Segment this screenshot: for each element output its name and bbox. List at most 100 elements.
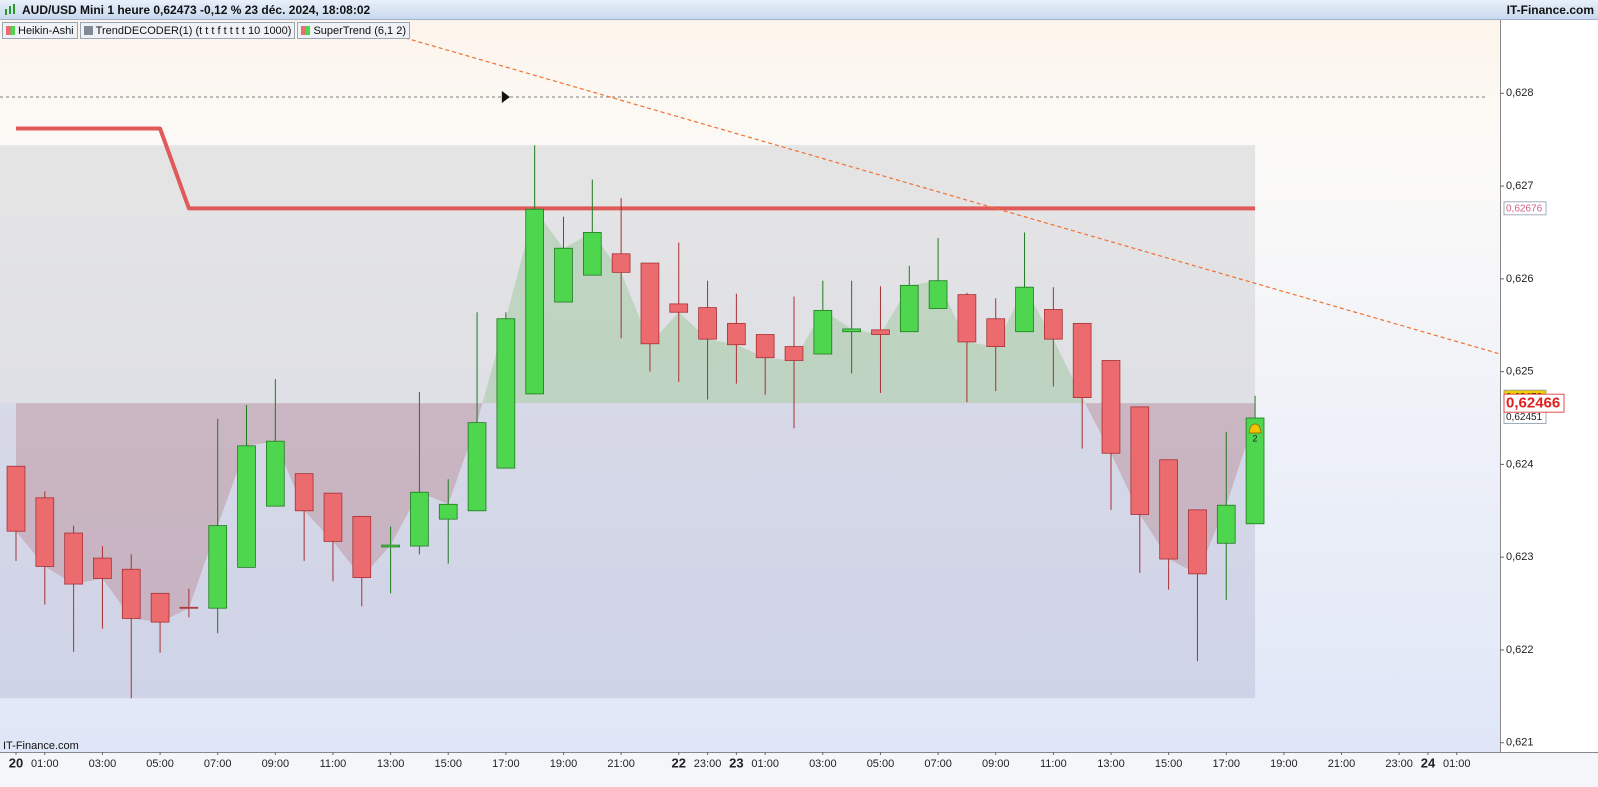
candle-body bbox=[467, 422, 487, 512]
legend-swatch bbox=[6, 26, 15, 35]
x-tick-label: 01:00 bbox=[31, 758, 59, 770]
x-tick-label: 23 bbox=[729, 755, 743, 770]
x-tick-label: 19:00 bbox=[550, 758, 578, 770]
legend-item[interactable]: Heikin-Ashi bbox=[2, 22, 78, 39]
chart-icon bbox=[5, 4, 15, 15]
x-tick-label: 23:00 bbox=[1385, 758, 1413, 770]
x-tick-label: 03:00 bbox=[89, 758, 117, 770]
x-tick-label: 24 bbox=[1421, 755, 1436, 770]
x-tick-label: 13:00 bbox=[1097, 758, 1125, 770]
y-tick-label: 0,625 bbox=[1506, 366, 1534, 378]
y-tick-label: 0,624 bbox=[1506, 458, 1534, 470]
marker-arrow bbox=[501, 91, 510, 104]
x-tick-label: 15:00 bbox=[1155, 758, 1183, 770]
legend-swatch bbox=[83, 26, 93, 35]
supertrend-line bbox=[15, 126, 1256, 211]
candle-body bbox=[1072, 322, 1092, 398]
price-label-box bbox=[1503, 393, 1565, 413]
trend-area-down bbox=[15, 403, 1256, 623]
candle-body bbox=[957, 294, 977, 343]
candle-body bbox=[438, 503, 458, 520]
x-tick-label: 15:00 bbox=[434, 758, 462, 770]
x-tick-label: 07:00 bbox=[204, 758, 232, 770]
y-tick-label: 0,628 bbox=[1506, 87, 1534, 99]
candle-body bbox=[352, 515, 372, 578]
price-label: 0,62466 bbox=[1506, 395, 1560, 412]
candle-body bbox=[842, 328, 861, 333]
candle-body bbox=[6, 465, 26, 532]
x-tick-label: 21:00 bbox=[1328, 758, 1356, 770]
price-label: 0,62676 bbox=[1506, 203, 1543, 214]
candle-body bbox=[1188, 509, 1207, 575]
candle-body bbox=[1159, 459, 1178, 560]
trend-area-up bbox=[482, 209, 1086, 404]
candle-body bbox=[611, 253, 631, 273]
candle-body bbox=[871, 329, 890, 335]
candle-body bbox=[1044, 309, 1063, 340]
legend: Heikin-Ashi TrendDECODER(1) (t t t f t t… bbox=[2, 22, 410, 39]
candle-body bbox=[1245, 417, 1265, 525]
x-tick-label: 19:00 bbox=[1270, 758, 1298, 770]
candle-body bbox=[496, 318, 516, 469]
x-tick-label: 20 bbox=[9, 755, 23, 770]
candle-body bbox=[1101, 360, 1121, 454]
legend-item[interactable]: TrendDECODER(1) (t t t f t t t t 10 1000… bbox=[79, 22, 296, 39]
axis-background bbox=[1500, 20, 1598, 752]
x-tick-label: 01:00 bbox=[1443, 758, 1471, 770]
candle-body bbox=[381, 544, 400, 548]
candle-body bbox=[582, 232, 602, 276]
plot-layer: 0,621 0,622 0,623 0,624 0,625 0,626 0,627 0,628… bbox=[0, 31, 1565, 770]
candle-body bbox=[525, 208, 545, 395]
y-tick-label: 0,627 bbox=[1506, 180, 1534, 192]
alert-bell bbox=[1248, 423, 1262, 434]
legend-item[interactable]: SuperTrend (6,1 2) bbox=[297, 22, 410, 39]
candle-body bbox=[986, 318, 1006, 347]
source-label: IT-Finance.com bbox=[1506, 3, 1594, 17]
candle-body bbox=[554, 247, 573, 303]
candle-body bbox=[640, 262, 660, 345]
candle-body bbox=[698, 307, 717, 340]
price-label: 0,62451 bbox=[1506, 412, 1543, 423]
x-tick-label: 05:00 bbox=[146, 758, 174, 770]
candle-body bbox=[64, 532, 83, 585]
candle-body bbox=[121, 568, 141, 619]
candle-body bbox=[150, 592, 170, 623]
x-tick-label: 11:00 bbox=[1040, 758, 1067, 770]
x-tick-label: 09:00 bbox=[262, 758, 290, 770]
x-tick-label: 23:00 bbox=[694, 758, 722, 770]
x-tick-label: 17:00 bbox=[492, 758, 520, 770]
trend-line bbox=[384, 31, 1501, 355]
x-tick-label: 13:00 bbox=[377, 758, 405, 770]
legend-swatch bbox=[301, 26, 311, 35]
candle-body bbox=[35, 497, 55, 567]
candle-body bbox=[1130, 406, 1150, 515]
x-tick-label: 05:00 bbox=[867, 758, 895, 770]
x-tick-label: 09:00 bbox=[982, 758, 1010, 770]
candle-body bbox=[179, 606, 199, 609]
candle-body bbox=[410, 491, 429, 547]
header-bar: AUD/USD Mini 1 heure 0,62473 -0,12 % 23 … bbox=[0, 0, 1598, 20]
x-tick-label: 21:00 bbox=[607, 758, 635, 770]
x-tick-label: 01:00 bbox=[751, 758, 779, 770]
x-axis-background bbox=[0, 753, 1598, 787]
candle-body bbox=[93, 557, 112, 579]
candle-body bbox=[899, 284, 919, 333]
y-tick-label: 0,623 bbox=[1506, 551, 1534, 563]
legend-label: TrendDECODER(1) (t t t f t t t t 10 1000… bbox=[95, 24, 292, 37]
y-tick-label: 0,621 bbox=[1506, 737, 1534, 749]
candle-body bbox=[784, 346, 804, 361]
zone bbox=[0, 145, 1256, 404]
chart-title: AUD/USD Mini 1 heure 0,62473 -0,12 % 23 … bbox=[22, 3, 371, 17]
price-label-box bbox=[1503, 201, 1547, 216]
candle-body bbox=[755, 334, 775, 359]
candle-body bbox=[813, 309, 833, 355]
x-tick-label: 11:00 bbox=[320, 758, 347, 770]
candle-body bbox=[727, 322, 746, 346]
x-tick-label: 07:00 bbox=[924, 758, 952, 770]
y-tick-label: 0,622 bbox=[1506, 644, 1534, 656]
candle-body bbox=[294, 473, 314, 512]
candle-body bbox=[237, 445, 256, 568]
legend-label: SuperTrend (6,1 2) bbox=[313, 24, 406, 37]
x-tick-label: 22 bbox=[672, 755, 686, 770]
